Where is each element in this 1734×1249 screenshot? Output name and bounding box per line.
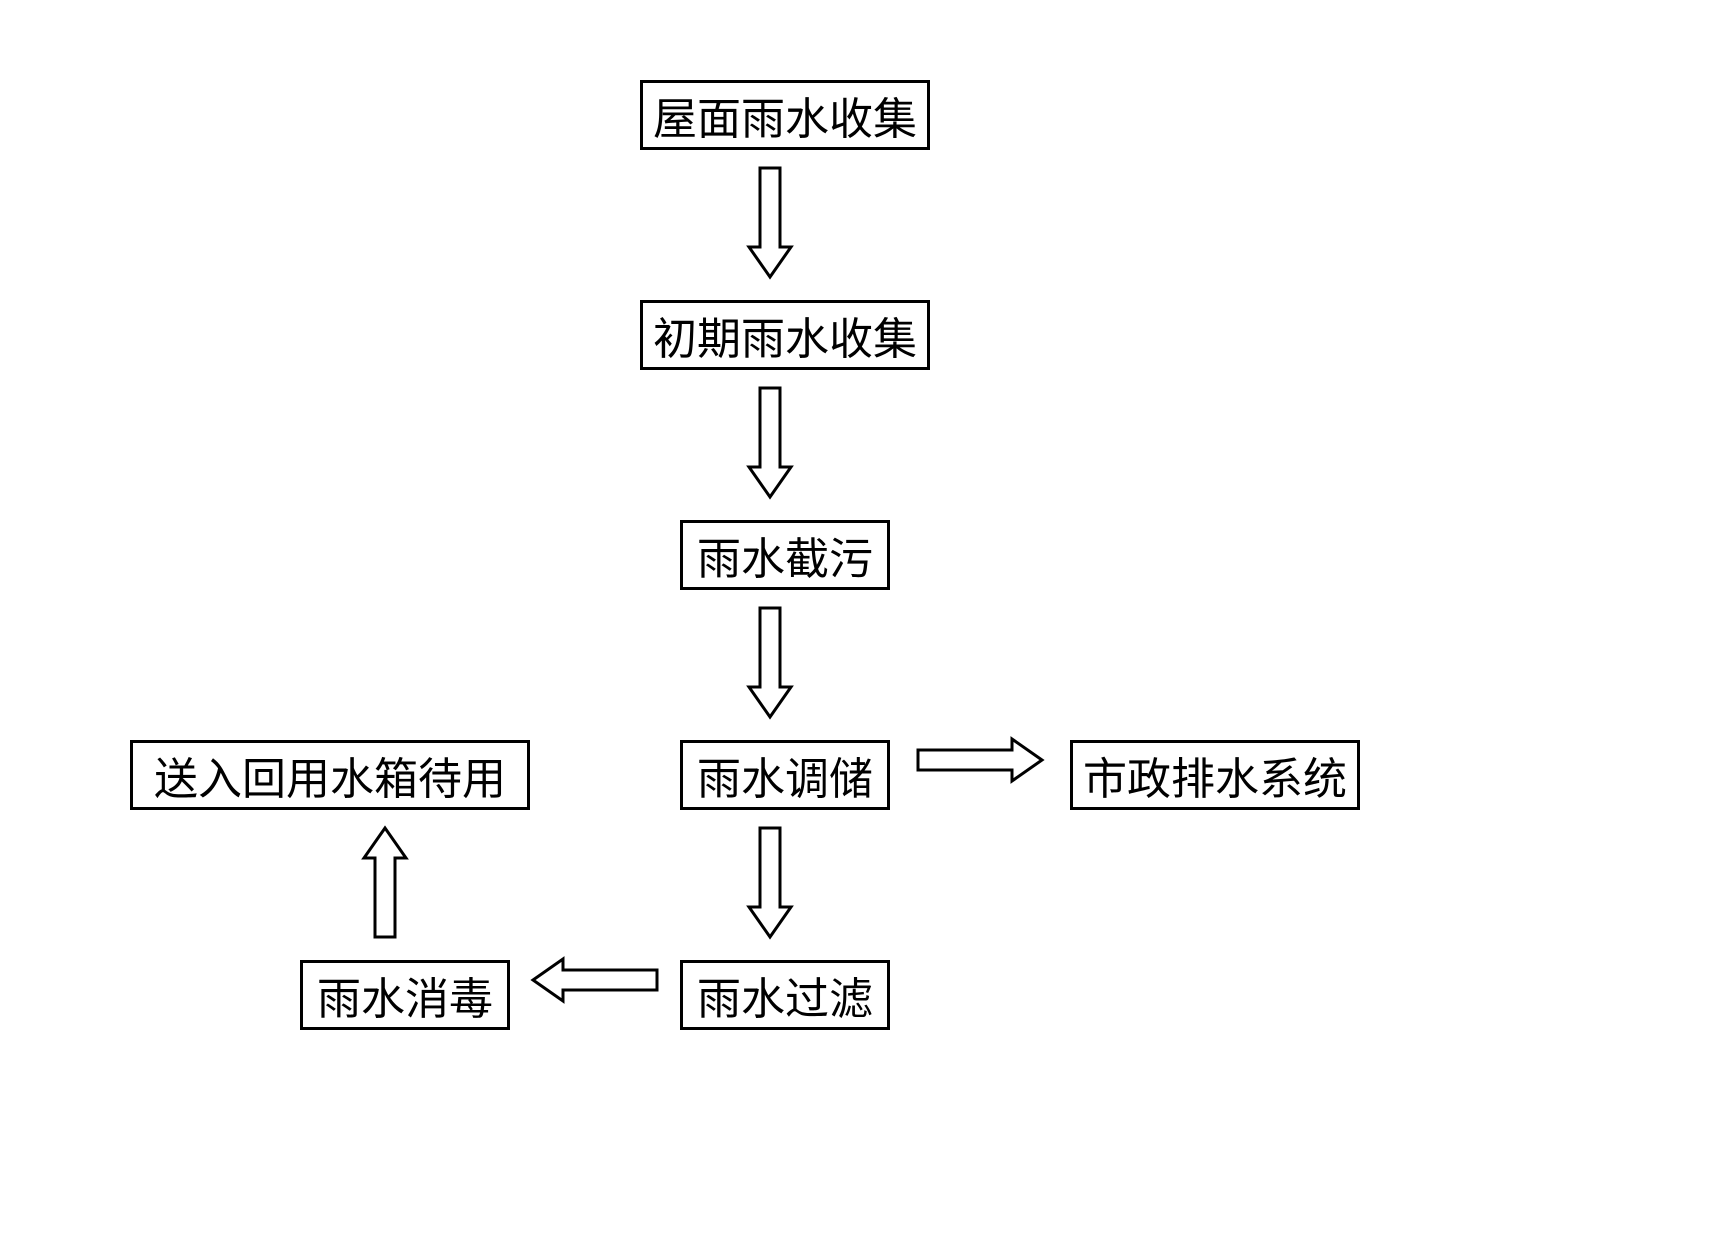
flowchart-arrow-n4-n6	[746, 825, 794, 940]
node-label: 初期雨水收集	[653, 303, 917, 367]
node-label: 雨水消毒	[317, 963, 493, 1027]
flowchart-node-n1: 屋面雨水收集	[640, 80, 930, 150]
flowchart-arrow-n1-n2	[746, 165, 794, 280]
flowchart-node-n6: 雨水过滤	[680, 960, 890, 1030]
node-label: 雨水过滤	[697, 963, 873, 1027]
flowchart-node-n3: 雨水截污	[680, 520, 890, 590]
flowchart-node-n8: 送入回用水箱待用	[130, 740, 530, 810]
flowchart-arrow-n3-n4	[746, 605, 794, 720]
flowchart-node-n4: 雨水调储	[680, 740, 890, 810]
node-label: 雨水截污	[697, 523, 873, 587]
node-label: 屋面雨水收集	[653, 83, 917, 147]
flowchart-arrow-n6-n7	[530, 956, 660, 1004]
node-label: 送入回用水箱待用	[154, 743, 506, 807]
flowchart-node-n5: 市政排水系统	[1070, 740, 1360, 810]
node-label: 市政排水系统	[1083, 743, 1347, 807]
flowchart-arrow-n2-n3	[746, 385, 794, 500]
flowchart-node-n7: 雨水消毒	[300, 960, 510, 1030]
flowchart-node-n2: 初期雨水收集	[640, 300, 930, 370]
flowchart-arrow-n4-n5	[915, 736, 1045, 784]
flowchart-arrow-n7-n8	[361, 825, 409, 940]
node-label: 雨水调储	[697, 743, 873, 807]
